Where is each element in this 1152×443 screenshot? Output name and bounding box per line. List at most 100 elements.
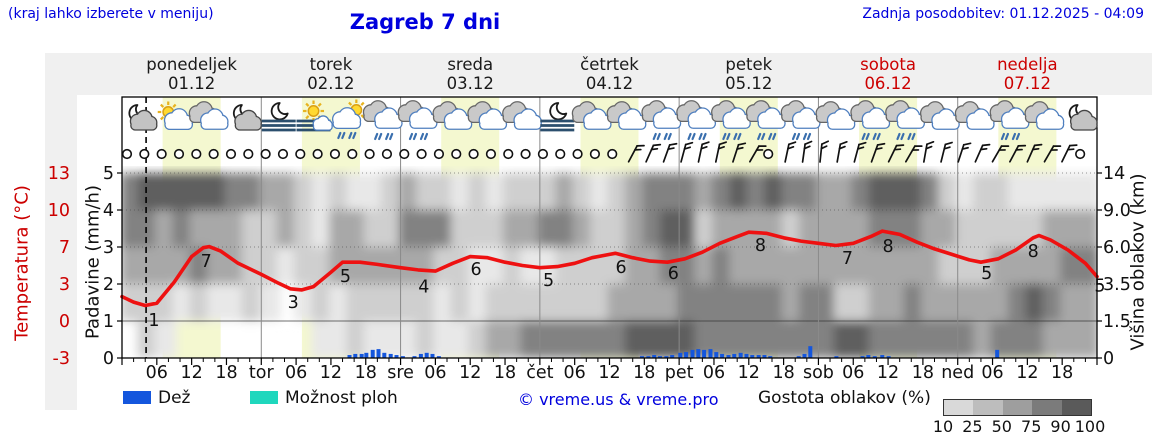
day-header-nedelja: nedelja 07.12 bbox=[952, 55, 1102, 93]
precip-bar bbox=[430, 353, 435, 358]
wind-calm-icon bbox=[277, 148, 289, 160]
wind-calm-icon bbox=[485, 148, 497, 160]
cloud-tick-label: 0 bbox=[1103, 349, 1114, 369]
wind-calm-icon bbox=[416, 148, 427, 160]
wind-calm-icon bbox=[763, 148, 774, 160]
copyright-link[interactable]: © vreme.us & vreme.pro bbox=[518, 390, 719, 409]
wind-barb-icon bbox=[922, 140, 935, 163]
day-header-četrtek: četrtek 04.12 bbox=[535, 55, 685, 93]
time-axis-day-label: čet bbox=[526, 363, 553, 383]
day-name: torek bbox=[309, 55, 353, 74]
wind-barb-icon bbox=[627, 144, 645, 163]
day-header-sobota: sobota 06.12 bbox=[813, 55, 963, 93]
temp-tick-label: 7 bbox=[59, 238, 70, 258]
weather-icon-clouds-drizzle bbox=[989, 100, 1030, 141]
density-segment bbox=[1002, 400, 1033, 415]
wind-calm-icon bbox=[121, 148, 133, 160]
last-update: Zadnja posodobitev: 01.12.2025 - 04:09 bbox=[862, 6, 1144, 22]
precip-bar bbox=[796, 356, 801, 358]
day-header-petek: petek 05.12 bbox=[674, 55, 824, 93]
wind-calm-icon bbox=[139, 148, 150, 160]
svg-text:8: 8 bbox=[883, 237, 894, 257]
svg-text:5: 5 bbox=[543, 271, 554, 291]
weather-icon-moon-cloud bbox=[128, 104, 158, 131]
wind-barb-icon bbox=[749, 145, 767, 163]
time-axis-labels: 06 12 18 tor 06 12 18 sre 06 12 18 čet 06 12 18 pet 06 12… bbox=[146, 363, 1074, 383]
weather-icon-clouds-drizzle bbox=[780, 100, 821, 141]
time-axis-hour-label: 18 bbox=[772, 363, 794, 383]
weather-icon-moon-cloud bbox=[232, 104, 262, 131]
time-axis-hour-label: 12 bbox=[181, 363, 203, 383]
time-axis-day-label: sob bbox=[803, 363, 834, 383]
wind-barb-icon bbox=[662, 142, 678, 163]
wind-calm-icon bbox=[347, 148, 358, 160]
cloud-density-ticks: 10 25 50 75 90 100 bbox=[933, 416, 1105, 436]
precip-bar bbox=[768, 356, 773, 358]
weather-icon-clouds-drizzle bbox=[850, 100, 891, 141]
density-tick-label: 100 bbox=[1074, 417, 1106, 436]
cloud-tick-label: 14 bbox=[1103, 164, 1125, 184]
time-axis-hour-label: 06 bbox=[285, 363, 307, 383]
precip-bar bbox=[860, 356, 865, 358]
wind-barb-icon bbox=[801, 140, 813, 163]
wind-calm-icon bbox=[399, 148, 410, 160]
day-date: 03.12 bbox=[446, 74, 494, 93]
precip-bar bbox=[802, 353, 807, 358]
precip-bar bbox=[412, 356, 417, 358]
wind-barb-icon bbox=[645, 143, 662, 163]
day-header-sreda: sreda 03.12 bbox=[395, 55, 545, 93]
wind-calm-icon bbox=[589, 148, 601, 160]
wind-calm-icon bbox=[173, 148, 185, 160]
precip-bar bbox=[834, 356, 839, 358]
day-date: 06.12 bbox=[864, 74, 912, 93]
header-band-bg bbox=[45, 53, 1152, 95]
wind-calm-icon bbox=[503, 148, 514, 160]
wind-calm-icon bbox=[260, 148, 271, 160]
wind-barb-icon bbox=[697, 141, 710, 163]
weather-icon-moon-fog bbox=[540, 102, 575, 132]
precip-bar bbox=[664, 356, 669, 358]
weather-icon-clouds-drizzle bbox=[745, 100, 786, 141]
precip-tick-label: 2 bbox=[103, 275, 114, 295]
svg-text:5: 5 bbox=[981, 264, 992, 284]
time-axis-day-label: pet bbox=[665, 363, 694, 383]
weather-icon-clouds-drizzle bbox=[362, 100, 403, 141]
wind-barb-icon bbox=[991, 145, 1010, 163]
precip-tick-label: 4 bbox=[103, 201, 114, 221]
precip-bar bbox=[652, 355, 657, 358]
wind-calm-icon bbox=[364, 148, 375, 160]
density-tick-label: 10 bbox=[932, 417, 954, 436]
weather-icon-clouds bbox=[954, 101, 995, 130]
precip-tick-label: 5 bbox=[103, 164, 114, 184]
svg-text:4: 4 bbox=[418, 277, 429, 297]
weather-icon-clouds bbox=[502, 101, 542, 130]
precip-bar bbox=[886, 356, 891, 358]
svg-text:7: 7 bbox=[201, 252, 212, 272]
precip-bar bbox=[808, 346, 813, 358]
precip-bar bbox=[640, 356, 644, 358]
precip-bar bbox=[872, 356, 877, 358]
day-date: 01.12 bbox=[168, 74, 216, 93]
wind-calm-icon bbox=[433, 148, 445, 160]
weather-icon-clouds bbox=[188, 101, 229, 130]
density-segment bbox=[1061, 400, 1091, 415]
time-axis-hour-label: 12 bbox=[459, 363, 481, 383]
rain-legend-swatch bbox=[123, 391, 151, 404]
temperature-point-labels: 1 7 3 5 4 6 5 6 6 8 7 8 5 8 5 bbox=[148, 236, 1105, 331]
precip-bar bbox=[657, 356, 662, 358]
weather-icon-sun-fog bbox=[296, 100, 333, 132]
cloud-density-legend-label: Gostota oblakov (%) bbox=[758, 388, 931, 408]
weather-icon-clouds bbox=[571, 101, 612, 130]
svg-text:3: 3 bbox=[288, 293, 299, 313]
weather-icon-clouds-drizzle bbox=[641, 100, 682, 141]
svg-text:1: 1 bbox=[148, 311, 159, 331]
weather-icon-clouds bbox=[467, 101, 508, 130]
precip-bar bbox=[720, 353, 725, 358]
time-axis-hour-label: 18 bbox=[215, 363, 237, 383]
temp-tick-label: 3 bbox=[59, 275, 70, 295]
weather-icon-sun-cloud-drizzle bbox=[331, 99, 367, 140]
precip-bar bbox=[866, 355, 871, 358]
wind-calm-icon bbox=[468, 148, 479, 160]
temp-axis-column-bg bbox=[45, 95, 77, 410]
